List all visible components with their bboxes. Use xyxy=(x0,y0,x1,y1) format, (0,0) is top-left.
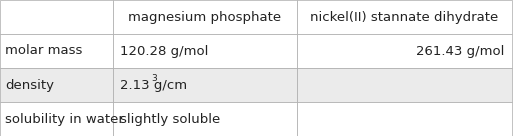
Text: 261.43 g/mol: 261.43 g/mol xyxy=(416,44,504,58)
Bar xyxy=(113,68,297,102)
Bar xyxy=(0,0,113,34)
Text: density: density xyxy=(5,78,54,92)
Bar xyxy=(297,68,512,102)
Text: 3: 3 xyxy=(152,74,157,83)
Bar xyxy=(113,102,297,136)
Bar xyxy=(113,34,297,68)
Bar xyxy=(0,68,113,102)
Bar xyxy=(297,0,512,34)
Bar xyxy=(297,102,512,136)
Text: 2.13 g/cm: 2.13 g/cm xyxy=(120,78,188,92)
Bar xyxy=(113,0,297,34)
Text: solubility in water: solubility in water xyxy=(5,112,124,126)
Text: magnesium phosphate: magnesium phosphate xyxy=(128,10,281,24)
Bar xyxy=(297,34,512,68)
Text: slightly soluble: slightly soluble xyxy=(120,112,220,126)
Bar xyxy=(0,34,113,68)
Bar xyxy=(0,102,113,136)
Text: nickel(II) stannate dihydrate: nickel(II) stannate dihydrate xyxy=(310,10,499,24)
Text: molar mass: molar mass xyxy=(5,44,82,58)
Text: 120.28 g/mol: 120.28 g/mol xyxy=(120,44,208,58)
